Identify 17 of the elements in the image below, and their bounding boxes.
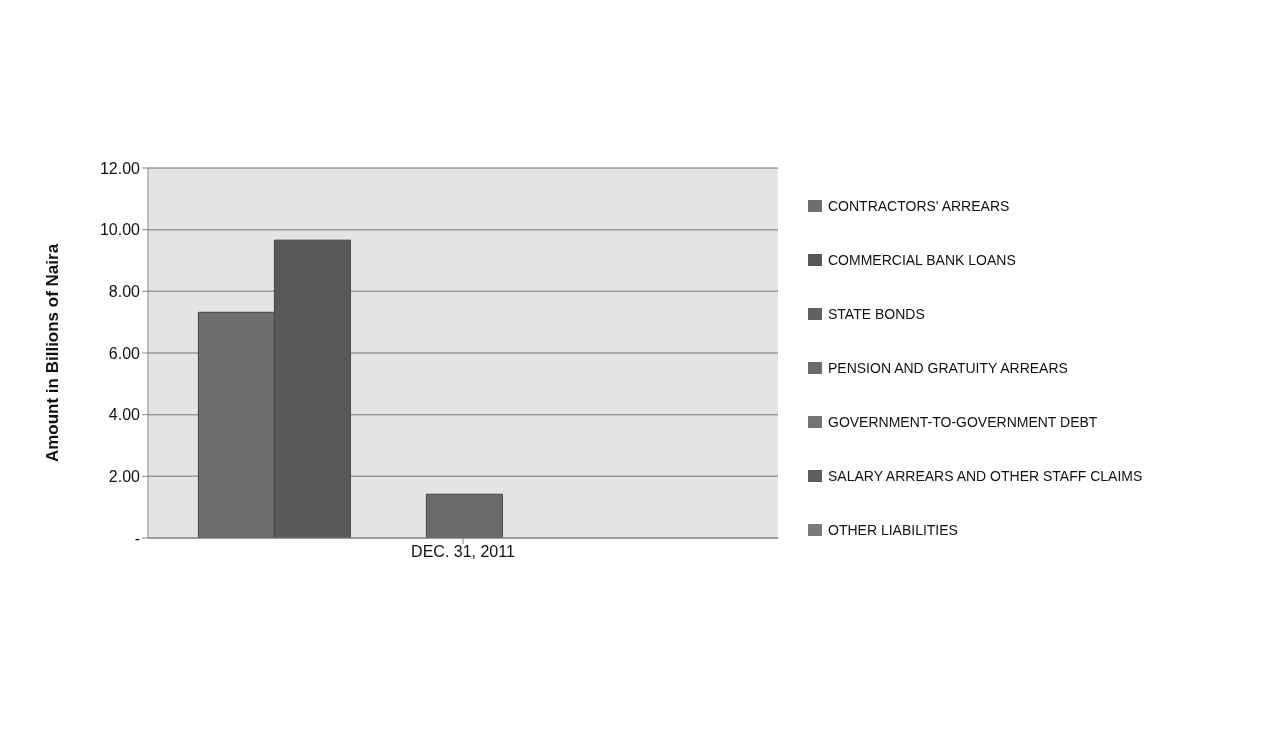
legend-label: SALARY ARREARS AND OTHER STAFF CLAIMS — [828, 468, 1143, 484]
y-tick-label: 8.00 — [108, 283, 141, 301]
y-axis-title: Amount in Billions of Naira — [43, 243, 63, 463]
legend-label: STATE BONDS — [828, 306, 925, 322]
y-tick-label: 12.00 — [99, 159, 141, 177]
y-tick-label: 10.00 — [99, 221, 141, 239]
bar — [425, 493, 503, 538]
legend-label: COMMERCIAL BANK LOANS — [828, 252, 1016, 268]
y-tick-label: - — [134, 529, 140, 547]
legend-label: CONTRACTORS' ARREARS — [828, 198, 1010, 214]
legend-label: GOVERNMENT-TO-GOVERNMENT DEBT — [828, 414, 1098, 430]
y-tick-label: 4.00 — [108, 406, 141, 424]
x-tick-label: DEC. 31, 2011 — [411, 543, 515, 561]
legend-label: PENSION AND GRATUITY ARREARS — [828, 360, 1068, 376]
y-tick-label: 2.00 — [108, 468, 141, 486]
legend-label: OTHER LIABILITIES — [828, 522, 958, 538]
y-tick-label: 6.00 — [108, 344, 141, 362]
